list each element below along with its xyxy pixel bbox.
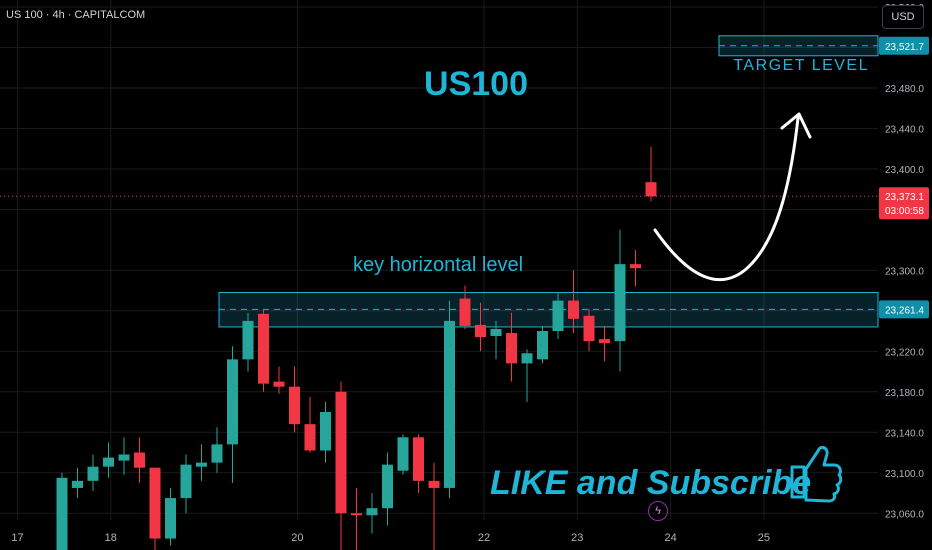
y-tick-label: 23,300.0 (885, 266, 924, 277)
thumbs-up-icon (790, 445, 843, 503)
lightning-icon[interactable]: ϟ (648, 501, 668, 521)
x-tick-label: 18 (105, 532, 117, 544)
y-tick-label: 23,180.0 (885, 388, 924, 399)
symbol-header[interactable]: US 100 · 4h · CAPITALCOM (6, 9, 146, 21)
x-tick-label: 25 (758, 532, 770, 544)
candle-body (366, 508, 378, 516)
candle-body (242, 320, 254, 360)
y-tick-label: 23,440.0 (885, 125, 924, 136)
key-price-label: 23,261.4 (885, 305, 924, 316)
candle-body (444, 320, 455, 488)
candle-body (552, 300, 564, 331)
candle-body (320, 412, 331, 451)
candle-body (258, 313, 269, 384)
candle-body (459, 298, 471, 326)
target-price-label: 23,521.7 (885, 42, 924, 53)
key-price-label-bg (879, 300, 929, 319)
candle-body (118, 454, 130, 461)
candle-body (56, 477, 68, 550)
current-price-label: 23,373.1 (885, 192, 924, 203)
candle-body (630, 264, 641, 269)
y-tick-label: 23,400.0 (885, 165, 924, 176)
x-tick-label: 24 (664, 532, 676, 544)
candle-body (165, 498, 176, 539)
candle-body (351, 513, 362, 516)
y-tick-label: 23,100.0 (885, 469, 924, 480)
candle-body (599, 339, 610, 344)
cta-text: LIKE and Subscribe (490, 464, 811, 502)
candle-body (413, 437, 424, 481)
candle-body (103, 457, 114, 467)
candle-body (614, 264, 626, 342)
current-price-label-bg (879, 187, 929, 220)
chart-title: US100 (424, 65, 528, 103)
candle-body (490, 328, 502, 337)
x-tick-label: 17 (11, 532, 23, 544)
candle-body (134, 452, 145, 468)
currency-button[interactable]: USD (882, 5, 924, 29)
candle-body (568, 300, 579, 319)
projection-path (653, 116, 800, 282)
y-tick-label: 23,220.0 (885, 347, 924, 358)
candle-body (521, 353, 533, 364)
candle-body (196, 462, 207, 467)
x-tick-label: 20 (291, 532, 303, 544)
candle-body (428, 480, 440, 488)
candle-body (583, 315, 595, 342)
y-tick-label: 23,480.0 (885, 84, 924, 95)
key-level-zone (218, 292, 879, 328)
target-price-label-bg (879, 36, 929, 55)
candle-body (72, 480, 83, 488)
key-level-label: key horizontal level (353, 254, 523, 276)
projection-arrowhead (780, 112, 812, 139)
candle-body (180, 464, 192, 499)
y-tick-label: 23,140.0 (885, 428, 924, 439)
candle-body (475, 324, 486, 338)
candle-body (335, 391, 347, 514)
candle-body (537, 331, 548, 360)
candle-body (149, 467, 161, 539)
candle-body (382, 464, 393, 509)
x-tick-label: 22 (478, 532, 490, 544)
candle-body (211, 444, 223, 463)
target-level-label: TARGET LEVEL (733, 57, 869, 74)
candle-body (87, 466, 99, 481)
candle-body (227, 359, 238, 445)
y-tick-label: 23,060.0 (885, 509, 924, 520)
x-tick-label: 23 (571, 532, 583, 544)
candle-body (397, 437, 409, 471)
candle-body (506, 333, 517, 364)
countdown-label: 03:00:58 (885, 206, 924, 217)
candle-body (289, 386, 300, 425)
candle-body (645, 182, 657, 197)
candle-body (273, 381, 285, 387)
candle-body (304, 424, 316, 451)
